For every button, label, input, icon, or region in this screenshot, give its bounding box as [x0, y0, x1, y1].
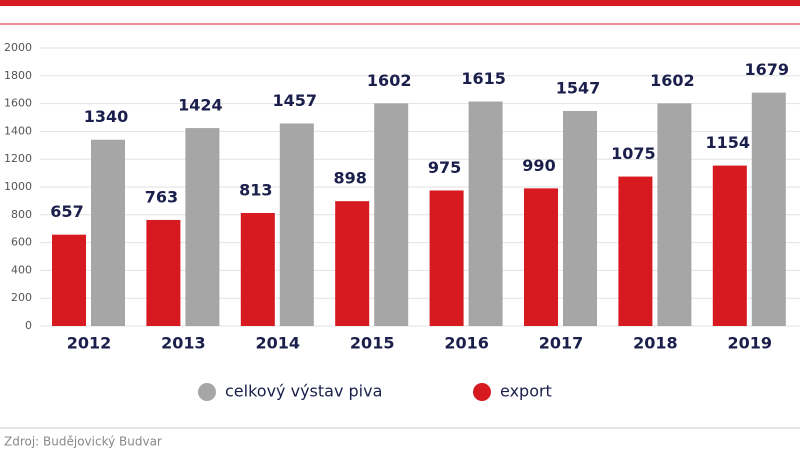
bar [618, 176, 653, 326]
legend-label: export [500, 382, 552, 401]
bar [563, 110, 597, 326]
bar [657, 103, 692, 327]
source: Zdroj: Budějovický Budvar [4, 435, 162, 449]
y-tick-label: 400 [11, 263, 32, 276]
y-tick-label: 1200 [4, 152, 32, 165]
bar [91, 139, 125, 326]
y-tick-label: 200 [11, 291, 32, 304]
value-label: 1602 [367, 71, 412, 90]
y-tick-label: 600 [11, 236, 32, 249]
x-tick-label: 2018 [633, 334, 678, 353]
bar [335, 201, 370, 326]
x-tick-label: 2012 [67, 334, 112, 353]
bar [279, 123, 314, 327]
bar [374, 103, 409, 327]
y-tick-label: 2000 [4, 41, 32, 54]
bar [751, 92, 786, 326]
bar [468, 101, 503, 326]
x-tick-label: 2014 [256, 334, 301, 353]
value-label: 657 [50, 202, 83, 221]
bar [429, 190, 464, 326]
y-tick-label: 1800 [4, 69, 32, 82]
value-label: 1679 [745, 60, 790, 79]
value-label: 975 [428, 158, 461, 177]
value-label: 1075 [611, 144, 656, 163]
y-tick-label: 1600 [4, 97, 32, 110]
x-tick-label: 2013 [161, 334, 206, 353]
x-tick-label: 2019 [728, 334, 773, 353]
bar [712, 165, 747, 326]
x-tick-label: 2015 [350, 334, 395, 353]
y-tick-label: 800 [11, 208, 32, 221]
bar [240, 212, 275, 326]
value-label: 898 [333, 169, 366, 188]
y-tick-label: 1400 [4, 124, 32, 137]
value-label: 1154 [706, 133, 751, 152]
value-label: 1457 [273, 91, 318, 110]
value-label: 1424 [178, 96, 223, 115]
value-label: 1340 [84, 107, 129, 126]
value-label: 763 [145, 187, 178, 206]
value-label: 990 [522, 156, 555, 175]
x-tick-label: 2016 [444, 334, 489, 353]
bar [185, 128, 220, 326]
legend-marker [473, 383, 491, 401]
bar [524, 188, 558, 326]
legend-marker [198, 383, 216, 401]
title-band [0, 0, 800, 6]
x-tick-label: 2017 [539, 334, 584, 353]
value-label: 1547 [556, 78, 601, 97]
value-label: 1602 [650, 71, 695, 90]
bar [146, 219, 181, 326]
value-label: 813 [239, 180, 272, 199]
y-tick-label: 1000 [4, 180, 32, 193]
y-tick-label: 0 [25, 319, 32, 332]
bar [52, 234, 86, 326]
legend-label: celkový výstav piva [225, 382, 382, 401]
value-label: 1615 [461, 69, 506, 88]
